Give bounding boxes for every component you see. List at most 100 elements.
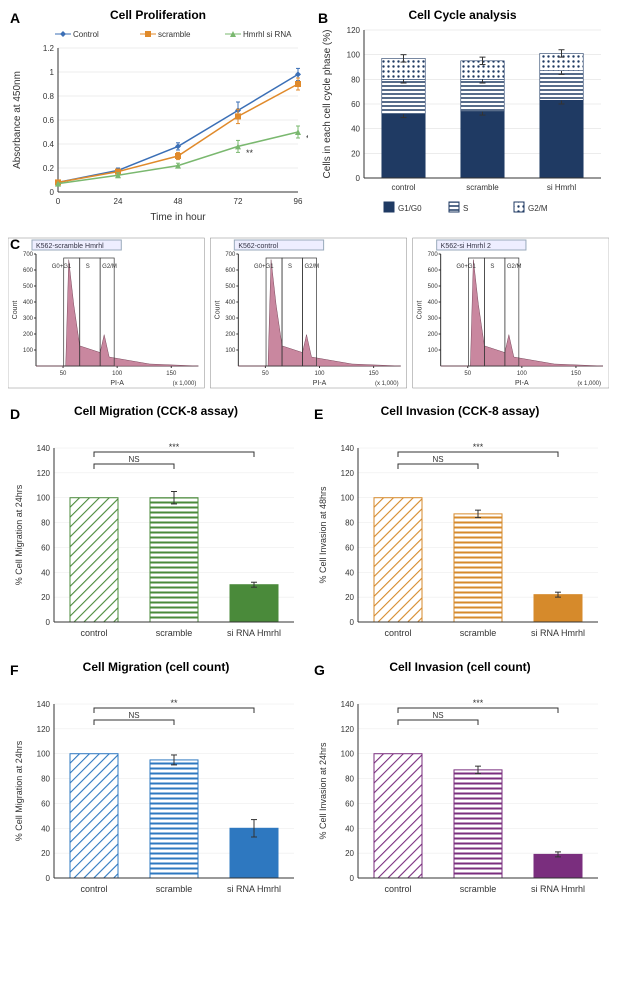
svg-text:150: 150 — [571, 371, 582, 377]
svg-text:500: 500 — [23, 284, 34, 290]
svg-text:G2/M: G2/M — [528, 204, 548, 213]
svg-text:100: 100 — [347, 51, 361, 60]
svg-text:600: 600 — [428, 268, 439, 274]
svg-text:Count: Count — [214, 301, 221, 320]
panel-d: D Cell Migration (CCK-8 assay) 020406080… — [8, 404, 304, 650]
svg-text:600: 600 — [225, 268, 236, 274]
svg-text:600: 600 — [23, 268, 34, 274]
panel-b-chart: 020406080100120controlscramblesi HmrhlCe… — [316, 24, 609, 224]
svg-text:400: 400 — [225, 300, 236, 306]
svg-text:control: control — [80, 628, 107, 638]
svg-text:20: 20 — [41, 593, 50, 602]
figure-root: A Cell Proliferation 00.20.40.60.811.202… — [0, 0, 617, 924]
svg-text:700: 700 — [428, 252, 439, 258]
svg-text:0: 0 — [350, 874, 355, 883]
svg-text:G0+G1: G0+G1 — [52, 264, 72, 270]
svg-text:(x 1,000): (x 1,000) — [577, 381, 601, 387]
svg-text:300: 300 — [23, 316, 34, 322]
svg-text:150: 150 — [166, 371, 177, 377]
svg-text:20: 20 — [351, 149, 360, 158]
svg-text:G0+G1: G0+G1 — [456, 264, 476, 270]
svg-text:G2/M: G2/M — [305, 264, 320, 270]
svg-text:Count: Count — [12, 301, 19, 320]
panel-g: G Cell Invasion (cell count) 02040608010… — [312, 660, 608, 906]
svg-text:S: S — [288, 264, 292, 270]
svg-text:60: 60 — [345, 799, 354, 808]
svg-text:150: 150 — [369, 371, 380, 377]
svg-text:140: 140 — [341, 700, 355, 709]
svg-text:100: 100 — [37, 494, 51, 503]
svg-text:S: S — [86, 264, 90, 270]
svg-text:S: S — [463, 204, 468, 213]
row-fg: F Cell Migration (cell count) 0204060801… — [8, 660, 609, 906]
svg-text:80: 80 — [345, 775, 354, 784]
svg-text:si RNA Hmrhl: si RNA Hmrhl — [227, 884, 281, 894]
svg-text:si RNA Hmrhl: si RNA Hmrhl — [531, 884, 585, 894]
svg-text:Time in hour: Time in hour — [150, 212, 206, 223]
svg-text:control: control — [384, 628, 411, 638]
panel-f-chart: 020406080100120140controlscramblesi RNA … — [8, 676, 304, 906]
svg-text:80: 80 — [41, 775, 50, 784]
svg-text:140: 140 — [37, 700, 51, 709]
svg-text:Cells in each cell cycle phase: Cells in each cell cycle phase (%) — [322, 30, 333, 179]
row-de: D Cell Migration (CCK-8 assay) 0 20 40 60 80… — [8, 404, 609, 650]
panel-c-chart: K562-scramble Hmrhl100200300400500600700… — [8, 234, 609, 394]
svg-text:500: 500 — [225, 284, 236, 290]
svg-text:700: 700 — [23, 252, 34, 258]
panel-f: F Cell Migration (cell count) 0204060801… — [8, 660, 304, 906]
panel-d-title: Cell Migration (CCK-8 assay) — [8, 404, 304, 418]
panel-b-label: B — [318, 10, 328, 26]
panel-a-label: A — [10, 10, 20, 26]
svg-text:50: 50 — [60, 371, 67, 377]
svg-text:Control: Control — [73, 30, 99, 39]
svg-text:80: 80 — [351, 75, 360, 84]
panel-e-chart: 020406080100120140controlscramblesi RNA … — [312, 420, 608, 650]
svg-text:scramble: scramble — [466, 183, 499, 192]
panel-f-title: Cell Migration (cell count) — [8, 660, 304, 674]
svg-text:Hmrhl si RNA: Hmrhl si RNA — [243, 30, 292, 39]
svg-text:***: *** — [473, 698, 484, 708]
svg-text:scramble: scramble — [156, 628, 193, 638]
svg-text:100: 100 — [341, 494, 355, 503]
svg-text:60: 60 — [345, 543, 354, 552]
panel-b: B Cell Cycle analysis 020406080100120con… — [316, 8, 609, 224]
panel-d-label: D — [10, 406, 20, 422]
svg-text:100: 100 — [314, 371, 325, 377]
svg-text:80: 80 — [41, 519, 50, 528]
svg-text:Count: Count — [417, 301, 424, 320]
panel-a-chart: 00.20.40.60.811.2024487296****Controlscr… — [8, 24, 308, 224]
svg-text:100: 100 — [37, 750, 51, 759]
svg-text:200: 200 — [23, 332, 34, 338]
svg-text:0.2: 0.2 — [43, 164, 55, 173]
svg-text:20: 20 — [345, 593, 354, 602]
svg-text:0: 0 — [56, 197, 61, 206]
svg-text:0: 0 — [356, 174, 361, 183]
svg-text:120: 120 — [341, 469, 355, 478]
svg-text:0: 0 — [46, 618, 51, 627]
svg-text:100: 100 — [112, 371, 123, 377]
svg-text:**: ** — [246, 148, 254, 158]
svg-text:300: 300 — [225, 316, 236, 322]
svg-text:200: 200 — [428, 332, 439, 338]
svg-text:60: 60 — [41, 799, 50, 808]
svg-text:100: 100 — [341, 750, 355, 759]
svg-text:120: 120 — [341, 725, 355, 734]
panel-d-chart: 020406080100120140controlscramblesi RNA … — [8, 420, 304, 650]
svg-text:1.2: 1.2 — [43, 44, 55, 53]
svg-text:**: ** — [306, 134, 308, 144]
svg-text:700: 700 — [225, 252, 236, 258]
svg-text:40: 40 — [41, 568, 50, 577]
svg-text:NS: NS — [432, 455, 443, 464]
svg-text:K562-si Hmrhl 2: K562-si Hmrhl 2 — [441, 243, 491, 250]
svg-text:100: 100 — [517, 371, 528, 377]
svg-text:***: *** — [473, 442, 484, 452]
svg-text:NS: NS — [432, 711, 443, 720]
panel-g-title: Cell Invasion (cell count) — [312, 660, 608, 674]
svg-text:scramble: scramble — [460, 628, 497, 638]
svg-text:120: 120 — [347, 26, 361, 35]
svg-text:0: 0 — [46, 874, 51, 883]
svg-text:1: 1 — [50, 68, 55, 77]
svg-text:PI-A: PI-A — [313, 380, 327, 387]
svg-text:0.6: 0.6 — [43, 116, 55, 125]
svg-text:100: 100 — [23, 348, 34, 354]
